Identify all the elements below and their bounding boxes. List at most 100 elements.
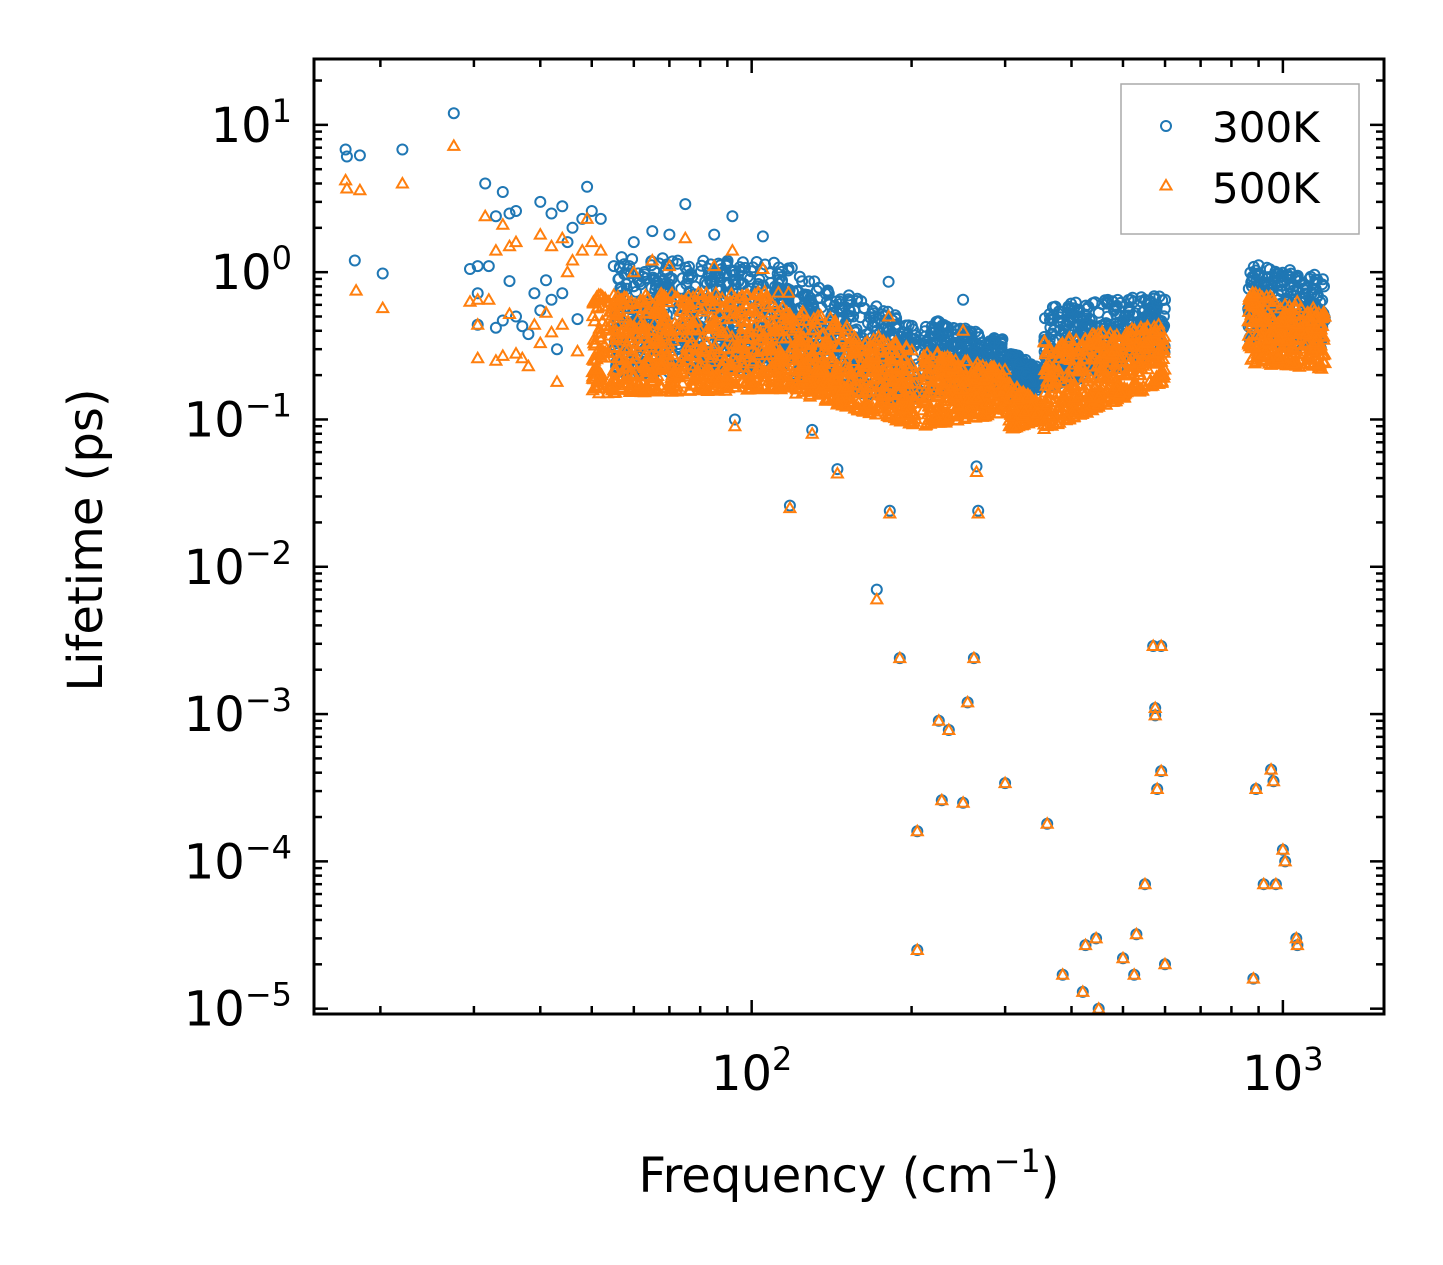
point-500k	[627, 321, 642, 335]
point-300k	[396, 143, 409, 156]
point-500k	[751, 358, 767, 372]
point-500k	[943, 357, 958, 371]
point-300k	[799, 288, 811, 301]
point-300k	[348, 254, 361, 267]
point-500k	[965, 368, 981, 381]
point-500k	[829, 397, 845, 410]
point-500k	[734, 303, 750, 316]
point-500k	[768, 340, 783, 353]
point-500k	[801, 343, 817, 356]
point-500k	[1124, 321, 1140, 334]
point-500k	[880, 357, 895, 371]
point-500k	[844, 373, 860, 387]
point-300k	[1116, 315, 1129, 327]
point-500k	[919, 365, 934, 379]
point-500k	[585, 308, 601, 322]
point-500k	[722, 358, 738, 371]
point-300k	[1099, 294, 1112, 307]
point-500k	[608, 362, 624, 375]
point-500k	[1110, 361, 1125, 375]
point-500k	[734, 375, 750, 388]
point-300k	[1123, 306, 1136, 318]
point-500k	[1080, 342, 1095, 355]
point-300k	[806, 423, 819, 436]
point-300k	[496, 186, 509, 198]
point-300k	[1079, 319, 1092, 332]
point-500k	[1080, 390, 1096, 403]
point-500k	[700, 383, 715, 396]
point-300k	[1048, 324, 1060, 337]
point-500k	[591, 329, 607, 343]
point-500k	[680, 368, 696, 382]
point-500k	[853, 391, 868, 405]
point-500k	[789, 333, 805, 346]
point-500k	[691, 366, 706, 379]
point-500k	[1103, 326, 1118, 339]
point-500k	[1068, 403, 1084, 417]
point-300k	[714, 267, 726, 280]
point-300k	[864, 312, 877, 324]
point-500k	[622, 382, 638, 396]
point-500k	[590, 300, 605, 314]
point-300k	[1100, 296, 1113, 309]
point-500k	[1036, 421, 1052, 434]
point-500k	[891, 409, 907, 422]
point-300k	[471, 287, 484, 300]
point-500k	[867, 349, 883, 363]
point-500k	[935, 396, 951, 409]
point-500k	[747, 287, 763, 300]
point-500k	[968, 409, 983, 422]
point-500k	[902, 382, 917, 395]
point-500k	[978, 369, 993, 382]
point-500k	[996, 383, 1011, 397]
point-300k	[1123, 301, 1135, 314]
point-500k	[730, 337, 745, 351]
point-500k	[665, 328, 681, 341]
point-500k	[1009, 419, 1024, 433]
point-300k	[676, 272, 689, 285]
point-300k	[900, 319, 912, 332]
point-500k	[661, 336, 677, 350]
point-300k	[783, 499, 796, 512]
point-500k	[1113, 384, 1128, 398]
point-500k	[687, 347, 702, 360]
point-300k	[471, 260, 484, 273]
point-500k	[888, 337, 904, 351]
point-500k	[659, 312, 674, 325]
point-500k	[714, 290, 730, 304]
point-500k	[694, 287, 709, 301]
point-500k	[899, 339, 914, 352]
point-500k	[983, 401, 999, 415]
point-500k	[739, 364, 755, 377]
point-500k	[870, 387, 886, 401]
point-300k	[882, 275, 895, 288]
point-500k	[933, 410, 949, 423]
point-500k	[825, 317, 840, 331]
point-300k	[1289, 270, 1302, 283]
point-500k	[704, 301, 720, 314]
point-500k	[975, 368, 990, 381]
point-500k	[884, 351, 900, 365]
point-500k	[735, 327, 751, 341]
point-500k	[625, 368, 640, 381]
point-500k	[673, 313, 689, 326]
point-500k	[659, 380, 675, 393]
point-300k	[615, 281, 628, 294]
point-500k	[963, 367, 978, 380]
point-500k	[872, 343, 888, 356]
point-500k	[1244, 352, 1259, 365]
point-300k	[988, 336, 1001, 349]
point-500k	[976, 409, 991, 422]
point-500k	[871, 329, 886, 342]
point-500k	[764, 381, 780, 395]
point-500k	[675, 376, 690, 389]
point-500k	[837, 351, 853, 364]
point-500k	[804, 322, 820, 336]
point-500k	[755, 332, 771, 345]
point-500k	[704, 293, 719, 307]
point-500k	[685, 361, 701, 375]
point-500k	[715, 359, 731, 372]
point-500k	[681, 306, 696, 320]
point-300k	[970, 460, 983, 473]
point-300k	[510, 310, 522, 323]
